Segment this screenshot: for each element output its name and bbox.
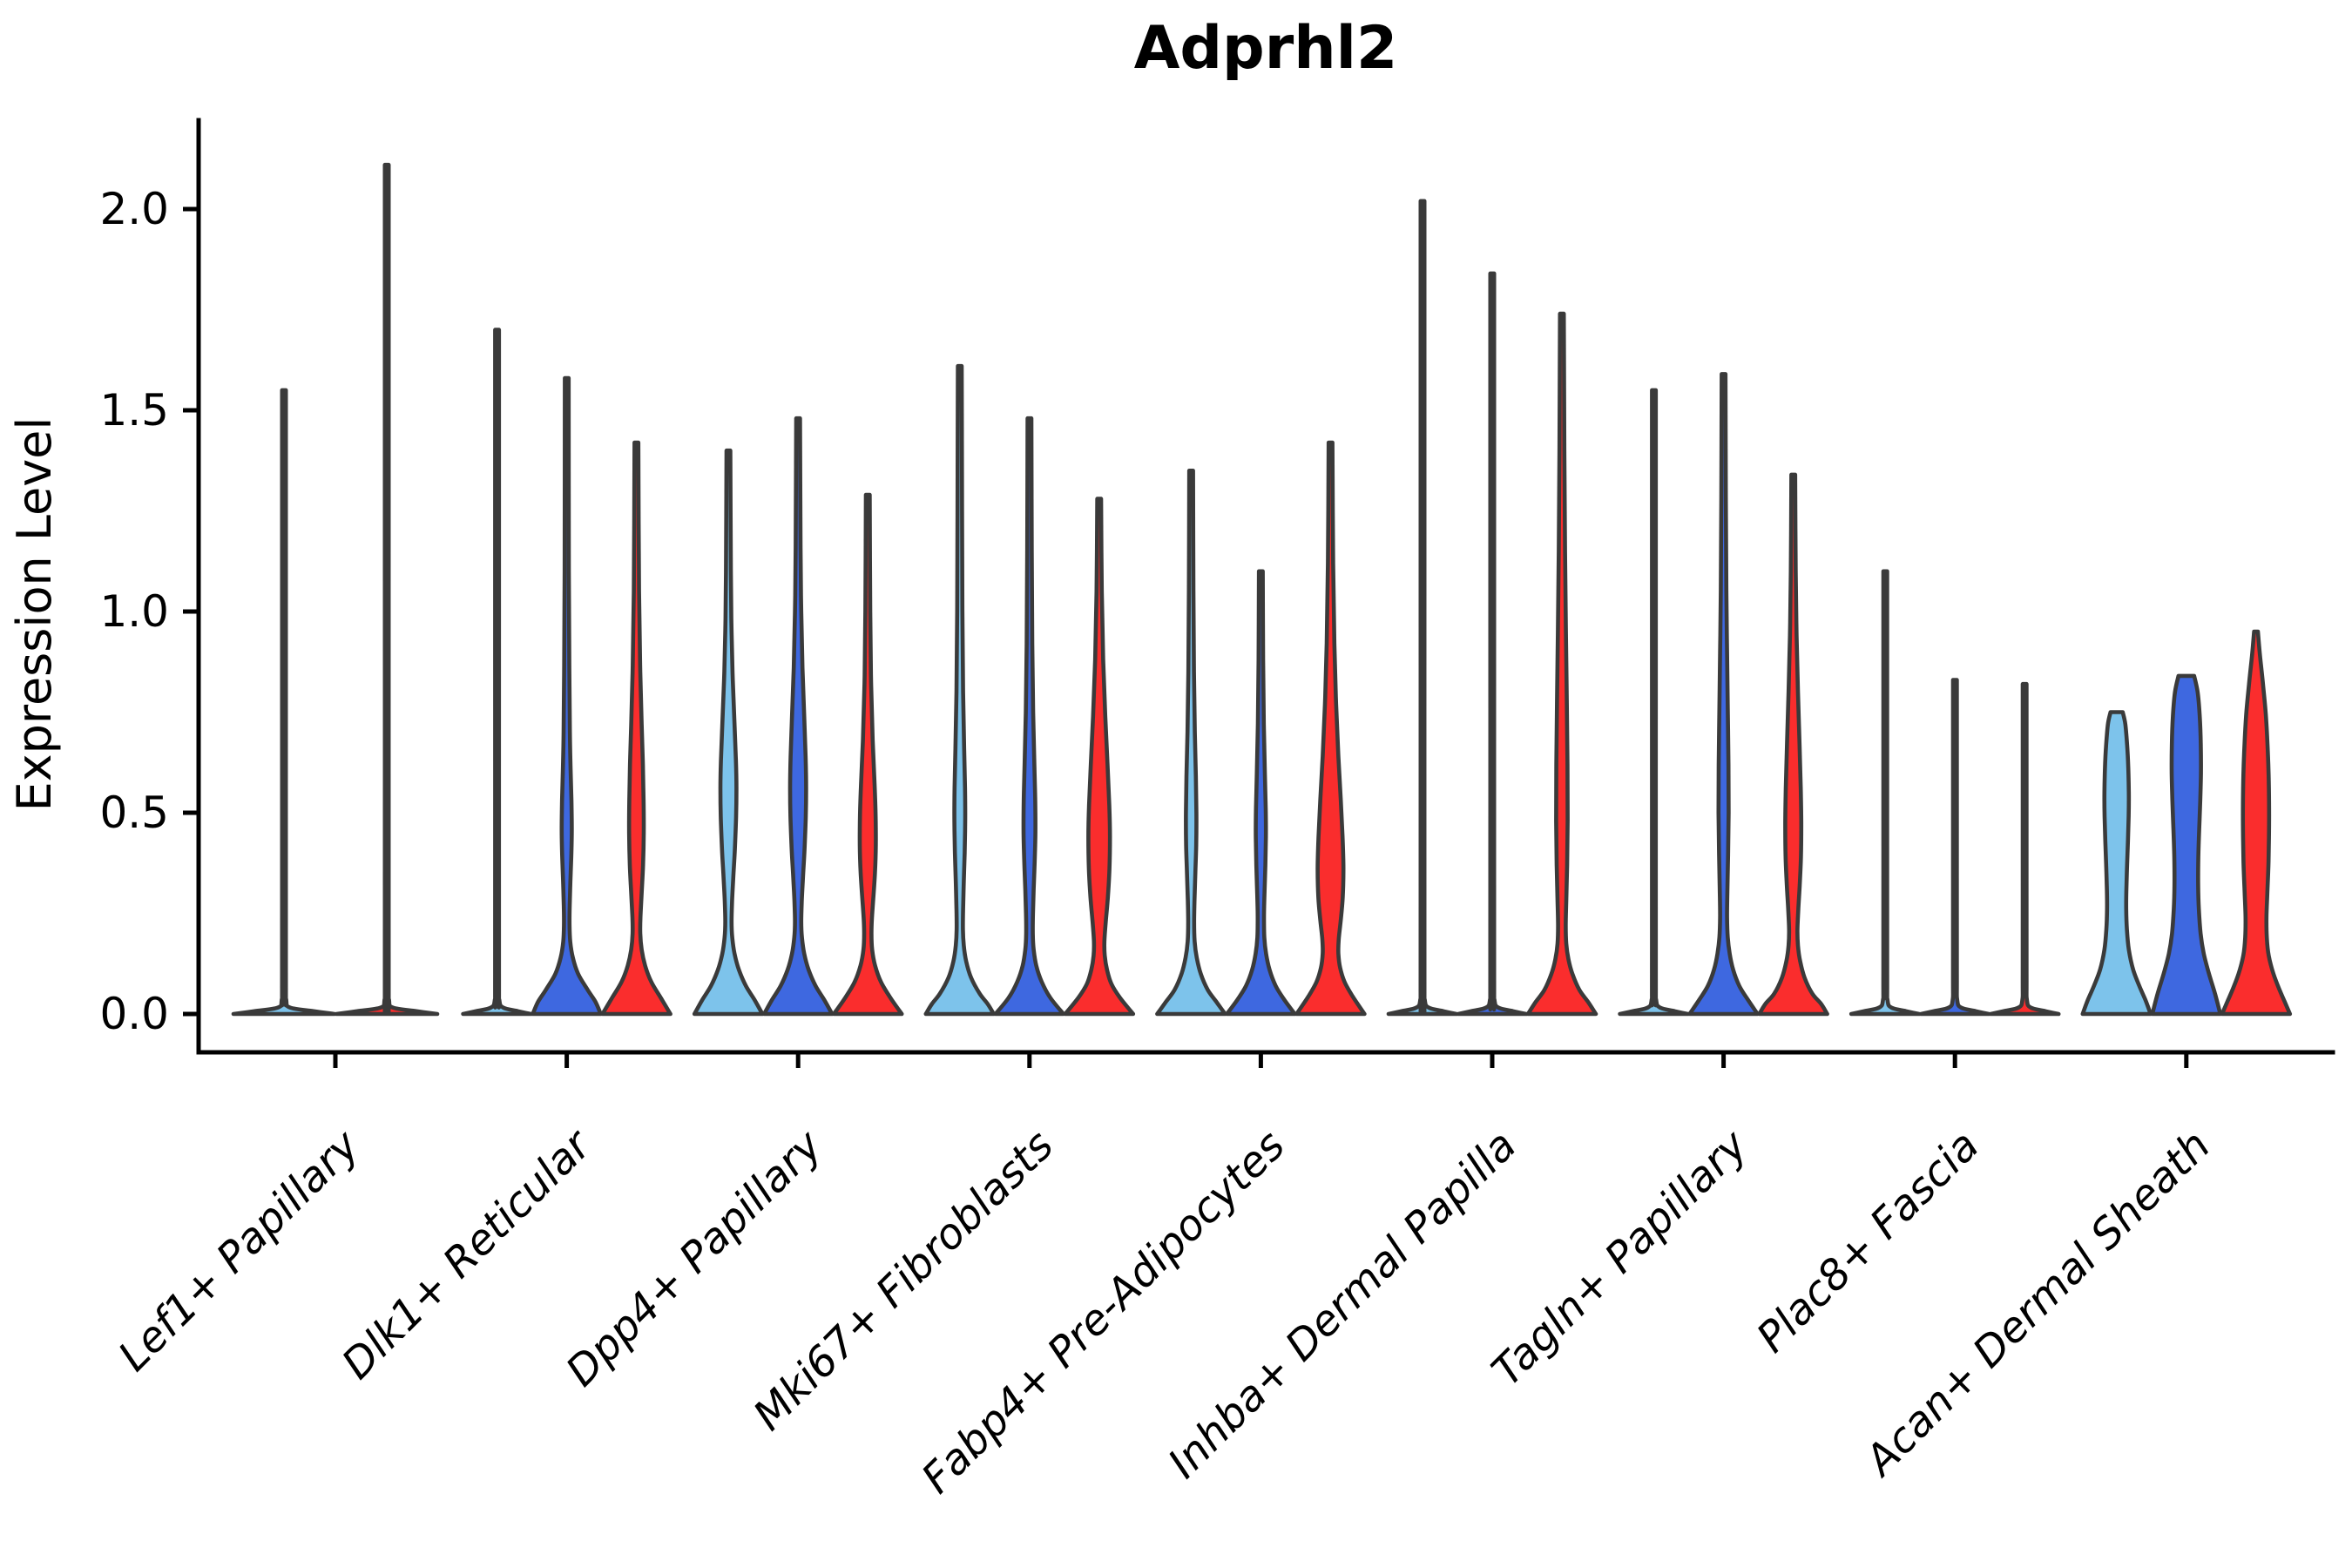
violin-tagln-papillary-red — [1757, 472, 1829, 1017]
violin-lef1-papillary-red — [334, 162, 440, 1017]
violin-mki67-fibroblasts-blue — [993, 416, 1066, 1017]
violin-acan-dermal-sheath-blue — [2150, 673, 2223, 1017]
violin-dpp4-papillary-red — [831, 492, 904, 1017]
y-tick-label: 0.5 — [99, 787, 169, 838]
x-category-label: Lef1+ Papillary — [109, 1120, 369, 1381]
violin-dlk1-reticular-blue — [531, 375, 603, 1017]
violin-dpp4-papillary-light-blue — [692, 448, 765, 1017]
violin-inhba-dermal-papilla-red — [1525, 311, 1598, 1017]
violin-lef1-papillary-light-blue — [231, 388, 337, 1017]
axis-lines — [196, 118, 2335, 1055]
violin-plac8-fascia-blue — [1918, 678, 1991, 1017]
chart-title: Adprhl2 — [1134, 14, 1398, 83]
violin-tagln-papillary-light-blue — [1618, 388, 1690, 1017]
violins-layer — [231, 162, 2293, 1017]
violin-tagln-papillary-blue — [1687, 372, 1760, 1017]
violin-fabp4-pre-adipocytes-light-blue — [1155, 469, 1227, 1017]
x-category-label: Plac8+ Fascia — [1747, 1121, 1989, 1362]
violin-mki67-fibroblasts-light-blue — [923, 363, 997, 1017]
y-tick-label: 1.5 — [99, 385, 169, 436]
violin-dlk1-reticular-red — [600, 440, 672, 1017]
violin-fabp4-pre-adipocytes-blue — [1225, 569, 1297, 1017]
x-category-label: Dlk1+ Reticular — [333, 1119, 603, 1389]
violin-plac8-fascia-light-blue — [1848, 569, 1922, 1017]
violin-plac8-fascia-red — [1988, 681, 2061, 1017]
violin-fabp4-pre-adipocytes-red — [1294, 440, 1367, 1017]
y-tick-label: 2.0 — [99, 184, 169, 234]
violin-acan-dermal-sheath-red — [2220, 629, 2293, 1017]
violin-inhba-dermal-papilla-light-blue — [1386, 199, 1459, 1017]
x-category-label: Fabp4+ Pre-Adipocytes — [912, 1121, 1294, 1504]
y-tick-label: 1.0 — [99, 586, 169, 637]
violin-dpp4-papillary-blue — [761, 416, 835, 1017]
violin-acan-dermal-sheath-light-blue — [2080, 710, 2153, 1017]
violin-dlk1-reticular-light-blue — [461, 328, 533, 1017]
y-axis-label: Expression Level — [7, 417, 62, 812]
violin-mki67-fibroblasts-red — [1063, 497, 1136, 1017]
x-category-label: Dpp4+ Papillary — [557, 1120, 832, 1396]
x-category-label: Tagln+ Papillary — [1483, 1120, 1758, 1396]
violin-inhba-dermal-papilla-blue — [1456, 271, 1529, 1017]
y-tick-label: 0.0 — [99, 989, 169, 1039]
